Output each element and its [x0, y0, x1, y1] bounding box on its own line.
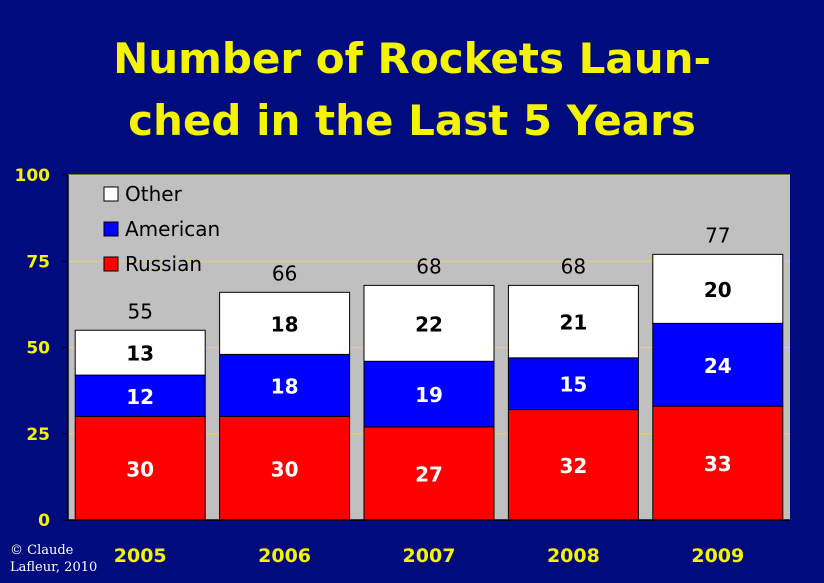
legend-label-russian: Russian: [125, 252, 202, 276]
bar-other-2009: [652, 253, 784, 324]
data-label-other: 22: [415, 312, 443, 336]
bar-american-2008: [507, 357, 639, 411]
copyright-line-2: Lafleur, 2010: [10, 560, 98, 575]
total-label: 66: [272, 261, 297, 285]
data-label-american: 18: [271, 374, 299, 398]
data-label-american: 24: [704, 354, 732, 378]
data-label-russian: 32: [559, 454, 587, 478]
data-label-other: 13: [126, 342, 154, 366]
bar-russian-2007: [363, 426, 495, 521]
chart-title-line-2: ched in the Last 5 Years: [128, 96, 696, 145]
y-tick-label: 75: [26, 252, 50, 272]
data-label-russian: 33: [704, 452, 732, 476]
y-tick-label: 0: [38, 511, 50, 531]
data-label-russian: 27: [415, 462, 443, 486]
y-tick-label: 100: [15, 166, 51, 186]
total-label: 68: [561, 254, 586, 278]
data-label-american: 12: [126, 385, 154, 409]
bar-other-2007: [363, 284, 495, 362]
x-tick-label: 2008: [547, 545, 600, 567]
data-label-american: 19: [415, 383, 443, 407]
x-tick-label: 2005: [114, 545, 167, 567]
legend-label-american: American: [125, 217, 220, 241]
legend-swatch-other: [103, 186, 119, 202]
x-tick-label: 2007: [403, 545, 456, 567]
bar-american-2009: [652, 322, 784, 407]
y-tick-label: 25: [26, 425, 50, 445]
y-tick-label: 50: [26, 339, 50, 359]
legend-swatch-russian: [103, 256, 119, 272]
data-label-other: 18: [271, 312, 299, 336]
x-tick-label: 2009: [691, 545, 744, 567]
data-label-american: 15: [559, 373, 587, 397]
bar-other-2008: [507, 284, 639, 359]
total-label: 55: [127, 299, 152, 323]
bar-russian-2008: [507, 409, 639, 521]
bar-russian-2006: [219, 416, 351, 521]
data-label-other: 21: [559, 311, 587, 335]
legend-swatch-american: [103, 221, 119, 237]
data-label-russian: 30: [271, 457, 299, 481]
bar-russian-2009: [652, 405, 784, 521]
bar-other-2005: [74, 329, 206, 376]
total-label: 68: [416, 254, 441, 278]
x-tick-label: 2006: [258, 545, 311, 567]
total-label: 77: [705, 223, 730, 247]
bar-american-2007: [363, 360, 495, 428]
chart-title-line-1: Number of Rockets Laun-: [113, 34, 711, 83]
bar-other-2006: [219, 291, 351, 355]
bar-american-2006: [219, 353, 351, 417]
copyright-note: © Claude Lafleur, 2010: [10, 542, 100, 576]
data-label-russian: 30: [126, 457, 154, 481]
copyright-line-1: © Claude: [10, 543, 74, 558]
data-label-other: 20: [704, 278, 732, 302]
legend-label-other: Other: [125, 182, 183, 206]
